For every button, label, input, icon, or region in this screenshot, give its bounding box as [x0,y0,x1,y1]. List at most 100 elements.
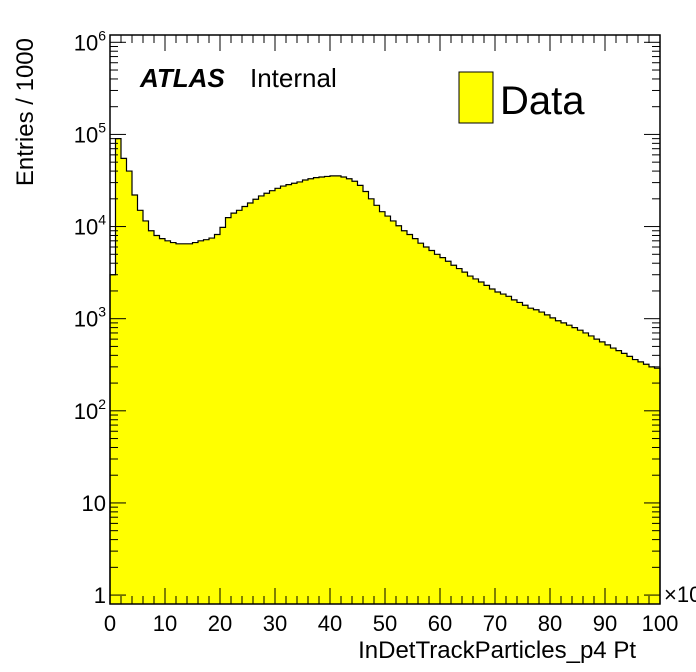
histogram-bar [500,294,507,604]
legend-swatch-data [458,71,494,124]
histogram-bar [247,203,254,604]
legend-label-data: Data [500,79,585,123]
y-tick-label: 102 [74,396,106,424]
histogram-bar [225,217,232,604]
histogram-bar [610,348,617,604]
histogram-bar [572,327,578,604]
histogram-bar [396,225,402,604]
histogram-bar [148,230,155,604]
histogram-bar [110,274,116,604]
histogram-bar [627,356,633,604]
x-tick-label: 50 [373,611,397,636]
y-tick-label: 106 [74,27,106,55]
y-tick-label: 1 [94,583,106,608]
x-tick-label: 70 [483,611,507,636]
histogram-bar [484,285,490,604]
histogram-bar [341,177,347,604]
histogram-bar [275,188,281,605]
histogram-bar [335,175,342,604]
histogram-bar [473,278,479,604]
histogram-bar [357,185,364,605]
histogram-bar [242,206,248,604]
histogram-bar [544,314,551,604]
histogram-bar [605,344,611,604]
histogram-bar [154,235,160,605]
histogram-bar [297,181,303,604]
histogram-bar [121,158,127,604]
histogram-bar [632,359,639,604]
histogram-bar [165,240,171,604]
plot-frame [109,34,661,605]
histogram-bar [588,335,595,604]
histogram-bar [566,325,573,604]
histogram-bar [550,317,556,604]
y-tick-label: 103 [74,304,106,332]
histogram-bar [181,243,188,605]
histogram-bar [159,238,166,604]
histogram-bar [489,288,496,604]
histogram-bar [654,368,661,604]
histogram-bar [495,291,501,604]
histogram-bar [132,195,138,604]
histogram-bar [319,177,325,604]
histogram-bar [385,216,391,604]
histogram-bar [115,138,122,604]
histogram-bar [374,205,380,604]
histogram-bar [621,353,628,604]
y-tick-label: 10 [82,491,106,516]
y-tick-label: 105 [74,119,106,147]
x-tick-label: 100 [642,611,679,636]
histogram-bar [346,178,353,604]
internal-label: Internal [250,63,337,93]
histogram-bar [170,242,177,604]
histogram-bar [324,176,331,604]
histogram-bar [478,282,485,604]
x-multiplier-label: ×10 [664,582,696,607]
x-tick-label: 40 [318,611,342,636]
histogram-bar [203,239,210,604]
histogram-bar [462,272,468,604]
histogram-bar [445,261,452,604]
histogram-bar [467,276,474,604]
x-tick-label: 10 [153,611,177,636]
histogram-bar [379,211,386,604]
histogram-bar [539,312,545,604]
histogram-bar [440,257,446,604]
histogram-bar [209,238,215,605]
histogram-bar [533,309,540,604]
histogram-bar [577,330,584,604]
histogram-bar [308,178,314,604]
histogram-bar [176,243,182,605]
y-tick-labels: 1 10 102 103 104 105 106 [74,27,106,608]
histogram-bar [352,181,358,604]
histogram-bar [594,339,600,604]
histogram-bar [583,332,589,604]
histogram-bar [451,265,457,604]
histogram-bar [643,364,650,604]
histogram-outline [109,138,661,604]
histogram-bar [330,175,336,604]
histogram-bars [109,138,661,605]
x-tick-label: 90 [593,611,617,636]
histogram-bar [511,299,518,604]
histogram-bar [280,186,287,604]
histogram-bar [231,213,237,604]
histogram-bar [599,341,606,604]
histogram-bar [137,210,144,604]
histogram-bar [269,190,276,604]
histogram-bar [187,243,193,605]
histogram-bar [302,180,309,605]
x-tick-label: 60 [428,611,452,636]
histogram-bar [434,254,441,604]
histogram-bar [313,177,320,604]
histogram-bar [649,366,655,604]
histogram-bar [456,268,463,604]
x-tick-labels: 0 10 20 30 40 50 60 70 80 90 100 [104,611,678,636]
histogram-bar [401,230,408,604]
histogram-bar [368,198,375,604]
histogram-bar [528,308,534,604]
histogram-bar [412,238,419,604]
histogram-bar [390,220,397,605]
histogram-bar [236,210,243,604]
